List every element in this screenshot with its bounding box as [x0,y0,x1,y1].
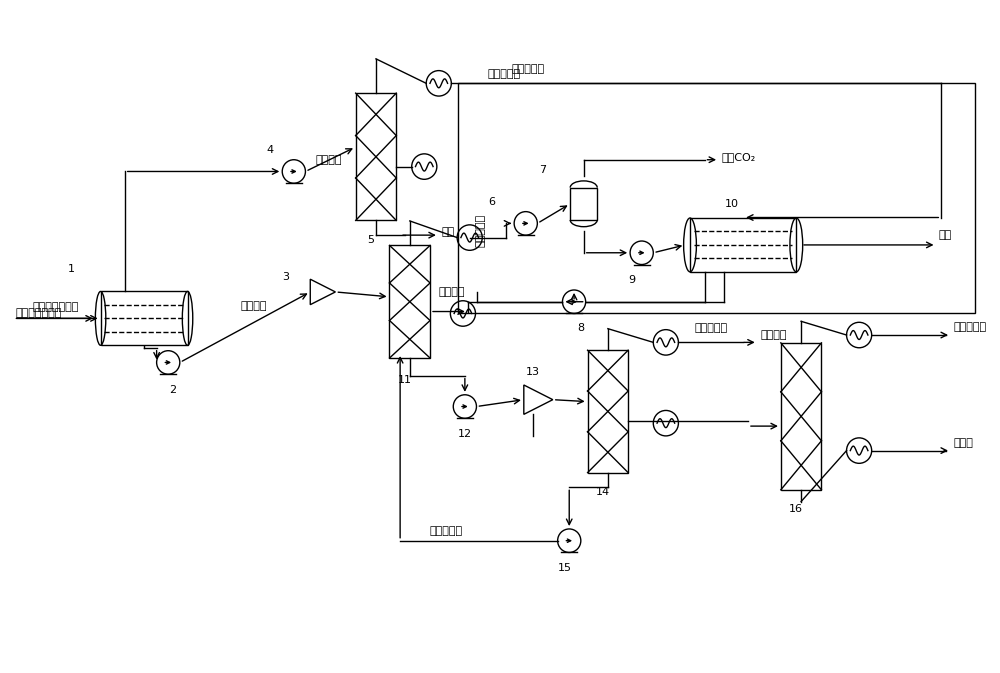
Text: 水相进料: 水相进料 [315,155,342,165]
Text: 碳酸丙烯酯: 碳酸丙烯酯 [954,322,987,332]
Bar [389,246,430,358]
Bar [588,350,628,472]
Text: 溶剑回收混合液: 溶剑回收混合液 [33,302,79,312]
Text: 8: 8 [577,323,584,333]
Text: 废水: 废水 [442,227,455,237]
Text: 轻组分循环: 轻组分循环 [429,526,462,536]
Text: 重组分: 重组分 [954,437,974,448]
Text: 2: 2 [169,385,177,395]
Text: 5: 5 [368,235,375,245]
Text: 油相循环: 油相循环 [439,287,465,297]
Text: 15: 15 [557,563,571,573]
Text: 溶剑回收混合液: 溶剑回收混合液 [16,308,62,318]
Text: 14: 14 [596,487,610,497]
Text: 二氯甲烷: 二氯甲烷 [761,330,787,340]
Bar [570,188,597,220]
Text: 11: 11 [398,375,412,384]
Text: 3: 3 [283,273,290,282]
Text: 1: 1 [68,264,75,275]
Bar [458,83,975,314]
Text: 油水混合物: 油水混合物 [511,64,544,73]
Text: 4: 4 [266,145,273,155]
Bar [781,343,821,490]
Text: 16: 16 [789,504,803,514]
Text: 13: 13 [526,367,540,378]
Text: 油水混合物: 油水混合物 [695,323,728,333]
Text: 油相进料: 油相进料 [241,301,267,311]
Bar [356,93,396,221]
Text: 12: 12 [458,429,472,439]
Text: 10: 10 [725,199,739,209]
Text: 塔顶不凝汽: 塔顶不凝汽 [475,213,485,247]
Bar [101,291,188,345]
Text: 7: 7 [540,164,547,174]
Bar [690,218,796,272]
Text: 9: 9 [628,275,636,285]
Text: 油水混合物: 油水混合物 [487,69,520,79]
Text: 气相CO₂: 气相CO₂ [722,152,756,162]
Text: 6: 6 [488,197,495,207]
Text: 废水: 废水 [938,230,952,240]
